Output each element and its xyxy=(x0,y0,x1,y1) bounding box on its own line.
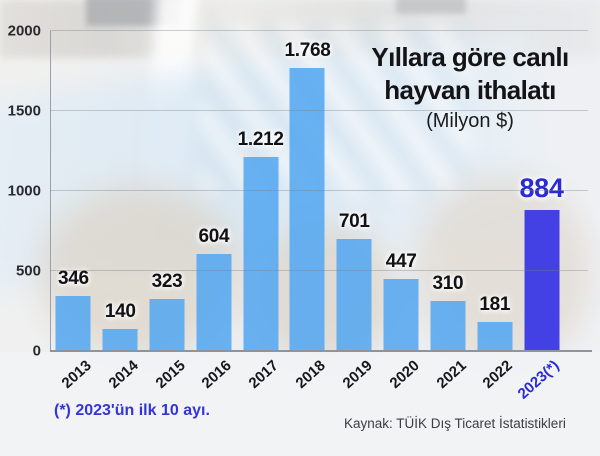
bar-value-label: 604 xyxy=(198,226,230,248)
chart-title-line2: hayvan ithalatı xyxy=(384,75,556,105)
source-credit: Kaynak: TÜİK Dış Ticaret İstatistikleri xyxy=(344,416,566,431)
gridline xyxy=(50,350,592,352)
chart-title: Yıllara göre canlı hayvan ithalatı (Mily… xyxy=(346,41,594,133)
bar-value-label: 701 xyxy=(338,210,370,232)
bar-value-label: 310 xyxy=(432,273,464,295)
bar-value-label: 1.768 xyxy=(284,40,331,62)
x-axis-label: 2018 xyxy=(292,357,329,392)
background-photo xyxy=(86,0,180,26)
chart-title-line1: Yıllara göre canlı xyxy=(371,42,569,72)
x-axis-label: 2015 xyxy=(152,357,189,392)
x-axis-label: 2013 xyxy=(58,357,95,392)
footnote: (*) 2023'ün ilk 10 ayı. xyxy=(54,402,210,419)
y-axis-tick-label: 500 xyxy=(15,262,41,280)
bar-value-label: 140 xyxy=(104,300,136,322)
bar xyxy=(430,301,466,351)
bar xyxy=(196,254,232,351)
background-photo xyxy=(396,0,466,14)
bar-column-2016: 604 2016 xyxy=(190,31,237,392)
x-axis-label: 2020 xyxy=(386,357,423,392)
x-axis-label: 2017 xyxy=(245,357,283,392)
gridline xyxy=(50,270,588,271)
bar xyxy=(477,322,513,351)
bar xyxy=(383,279,419,351)
y-axis-tick-label: 1500 xyxy=(7,102,41,120)
bar xyxy=(524,209,560,351)
x-axis-label: 2021 xyxy=(433,357,470,392)
x-axis-label: 2014 xyxy=(105,357,142,392)
bar-column-2013: 346 2013 xyxy=(50,31,97,392)
bar-column-2014: 140 2014 xyxy=(97,31,144,392)
bar-value-label: 181 xyxy=(479,294,511,316)
gridline xyxy=(50,190,588,191)
bar xyxy=(102,328,138,351)
x-axis-label: 2016 xyxy=(199,357,236,392)
chart-subtitle: (Milyon $) xyxy=(426,110,514,132)
bar-column-2015: 323 2015 xyxy=(144,31,191,392)
bar xyxy=(336,238,372,351)
bar-column-2018: 1.768 2018 xyxy=(284,31,331,392)
y-axis-tick-label: 2000 xyxy=(7,22,41,40)
bar-value-label: 884 xyxy=(519,172,564,203)
gridline xyxy=(50,30,588,31)
bar-value-label: 1.212 xyxy=(237,129,284,151)
bar-value-label: 323 xyxy=(151,271,183,293)
x-axis-label: 2023(*) xyxy=(514,357,563,403)
y-axis-tick-label: 1000 xyxy=(7,182,41,200)
x-axis-label: 2022 xyxy=(479,357,517,392)
y-axis-tick-label: 0 xyxy=(32,342,41,360)
bar xyxy=(55,295,91,351)
bar xyxy=(149,299,185,351)
bar xyxy=(243,157,279,351)
x-axis-label: 2019 xyxy=(339,357,376,392)
bar-column-2017: 1.212 2017 xyxy=(237,31,284,392)
